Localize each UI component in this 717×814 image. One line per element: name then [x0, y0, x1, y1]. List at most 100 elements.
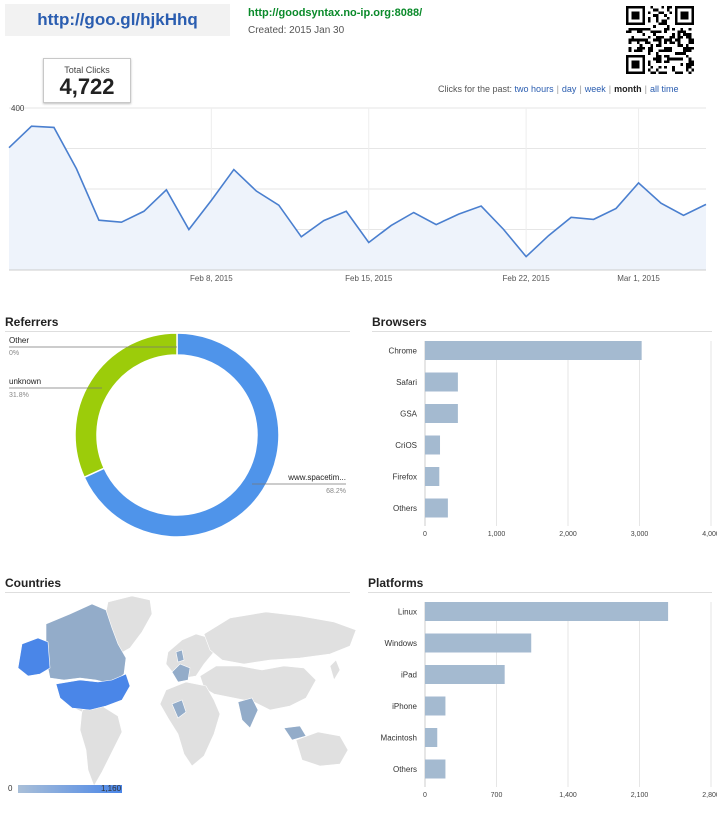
long-url-link[interactable]: http://goodsyntax.no-ip.org:8088/: [248, 7, 423, 19]
qr-module: [655, 14, 659, 17]
platforms-x-tick-label: 700: [491, 792, 503, 799]
map-africa: [159, 681, 221, 767]
qr-module: [677, 35, 681, 39]
qr-module: [655, 30, 659, 34]
total-clicks-label: Total Clicks: [64, 65, 110, 75]
qr-module: [672, 57, 675, 61]
qr-module: [650, 71, 654, 74]
qr-module: [639, 44, 643, 47]
range-two-hours[interactable]: two hours: [514, 84, 554, 94]
qr-module: [655, 19, 659, 23]
countries-title: Countries: [5, 576, 62, 590]
qr-module: [655, 8, 659, 12]
range-day[interactable]: day: [561, 84, 577, 94]
total-clicks-value: 4,722: [59, 74, 115, 99]
qr-module: [666, 49, 670, 53]
qr-module: [639, 46, 643, 50]
qr-module: [680, 57, 684, 61]
range-separator: |: [556, 84, 559, 94]
qr-module: [655, 60, 659, 64]
qr-module: [658, 11, 662, 15]
qr-module: [683, 33, 686, 36]
qr-module: [688, 60, 692, 64]
qr-code-icon[interactable]: [626, 6, 694, 74]
qr-module: [688, 27, 692, 31]
qr-module: [666, 57, 670, 61]
qr-module: [669, 6, 673, 9]
qr-module: [664, 38, 667, 42]
qr-module: [658, 44, 662, 47]
referrer-pct: 0%: [9, 350, 19, 357]
qr-module: [685, 49, 689, 53]
qr-module: [647, 11, 651, 15]
qr-module: [647, 16, 651, 20]
map-africa-highlight: [171, 699, 187, 719]
qr-module: [669, 57, 673, 61]
range-month[interactable]: month: [614, 84, 642, 94]
qr-module: [658, 60, 662, 64]
qr-finder-inner: [631, 11, 640, 20]
qr-module: [647, 60, 651, 64]
qr-module: [628, 46, 632, 50]
qr-module: [653, 25, 656, 28]
qr-module: [680, 35, 684, 39]
qr-module: [642, 27, 646, 31]
map-canada: [45, 603, 127, 685]
qr-module: [661, 71, 665, 74]
qr-module: [672, 68, 675, 72]
qr-module: [677, 38, 681, 42]
qr-module: [664, 65, 667, 69]
map-legend-max: 1,160: [101, 784, 122, 793]
qr-module: [685, 63, 689, 66]
qr-module: [664, 54, 667, 58]
qr-module: [628, 49, 632, 53]
qr-module: [650, 44, 654, 47]
qr-module: [669, 38, 673, 42]
created-date: Created: 2015 Jan 30: [248, 25, 345, 36]
clicks-x-tick-label: Feb 22, 2015: [503, 274, 551, 283]
range-week[interactable]: week: [584, 84, 606, 94]
platforms-x-tick-label: 0: [423, 792, 427, 799]
qr-module: [677, 57, 681, 61]
qr-module: [664, 27, 667, 31]
qr-module: [691, 41, 694, 45]
section-divider: [368, 592, 712, 593]
qr-module: [685, 44, 689, 47]
map-asia-north: [203, 611, 357, 665]
qr-module: [634, 27, 637, 31]
range-all-time[interactable]: all time: [649, 84, 679, 94]
referrer-pct: 68.2%: [326, 488, 346, 495]
qr-module: [653, 8, 656, 12]
map-japan: [329, 659, 341, 681]
qr-module: [683, 49, 686, 53]
qr-module: [655, 16, 659, 20]
map-south-america: [79, 705, 123, 787]
qr-module: [666, 60, 670, 64]
browsers-bar: [425, 341, 642, 360]
qr-module: [688, 65, 692, 69]
qr-module: [691, 63, 694, 66]
qr-module: [636, 41, 640, 45]
qr-module: [655, 54, 659, 58]
map-australia: [295, 731, 349, 767]
platforms-x-tick-label: 1,400: [559, 792, 577, 799]
qr-module: [647, 52, 651, 55]
qr-module: [650, 49, 654, 53]
short-url-link[interactable]: http://goo.gl/hjkHhq: [37, 10, 198, 29]
map-asia-central: [199, 665, 317, 711]
qr-module: [664, 41, 667, 45]
qr-module: [664, 46, 667, 50]
qr-module: [677, 41, 681, 45]
qr-module: [664, 30, 667, 34]
qr-module: [650, 65, 654, 69]
platforms-x-tick-label: 2,800: [702, 792, 717, 799]
qr-module: [639, 49, 643, 53]
qr-module: [658, 57, 662, 61]
qr-module: [636, 38, 640, 42]
qr-module: [672, 27, 675, 31]
qr-module: [666, 46, 670, 50]
qr-module: [655, 52, 659, 55]
qr-module: [636, 49, 640, 53]
qr-module: [647, 27, 651, 31]
browsers-x-tick-label: 4,000: [702, 531, 717, 538]
